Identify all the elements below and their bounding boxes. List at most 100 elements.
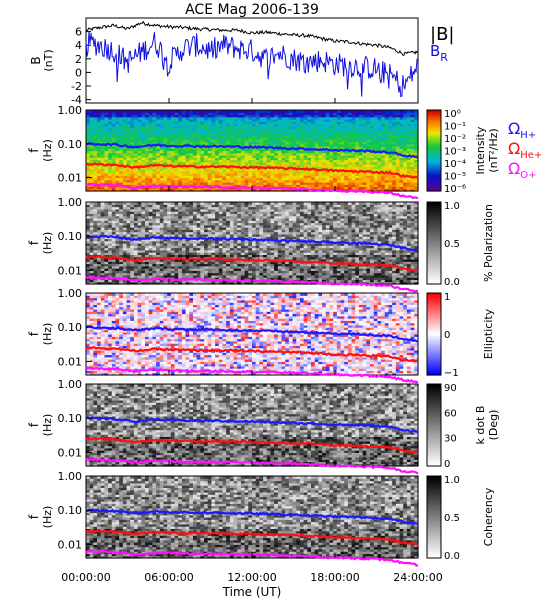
panel-2-ylabel: f	[27, 240, 41, 245]
x-tick-label: 12:00:00	[227, 571, 276, 584]
colorbar-4-tick-label: 0	[444, 459, 450, 470]
panel-3-ytick-label: 0.01	[58, 355, 83, 368]
panel-b-ytick-label: 6	[75, 26, 82, 39]
panel-2-yunit: (Hz)	[41, 232, 54, 255]
x-axis-label: Time (UT)	[222, 585, 282, 599]
colorbar-4-tick-label: 90	[444, 383, 457, 394]
colorbar-frame-2	[426, 201, 442, 285]
legend-b-magnitude: |B|	[430, 24, 454, 45]
colorbar-1-tick-label: 10⁻⁶	[444, 184, 466, 195]
panel-5-yunit: (Hz)	[41, 506, 54, 529]
colorbar-4-label: k dot B	[474, 406, 487, 445]
gyro-line-hplus-panel-5	[85, 508, 419, 526]
spectrogram-panel-2	[86, 202, 441, 285]
panel-2-ytick-label: 0.10	[58, 230, 83, 243]
panel-1-yunit: (Hz)	[41, 139, 54, 162]
colorbar-3-tick-label: −1	[444, 368, 459, 379]
spectrogram-panel-4	[86, 384, 441, 467]
panel-2-ytick-label: 1.00	[58, 196, 83, 209]
legend-b-radial: BR	[430, 42, 448, 64]
panel-3-ylabel: f	[27, 331, 41, 336]
legend-omega-subscript-2: O+	[520, 170, 536, 181]
panel-b-ytick-label: -4	[71, 94, 82, 107]
panel-b-ytick-label: 4	[75, 39, 82, 52]
colorbar-1-tick-label: 10⁰	[444, 109, 461, 120]
panel-4-ytick-label: 0.10	[58, 412, 83, 425]
gyro-line-hplus-panel-4	[85, 416, 419, 433]
panel-b-ytick-label: 0	[75, 66, 82, 79]
gyro-line-heplus-panel-1	[85, 162, 419, 179]
x-tick-label: 06:00:00	[144, 571, 193, 584]
colorbar-2-label: % Polarization	[482, 204, 495, 282]
panel-1-ylabel: f	[27, 148, 41, 153]
panel-5-ylabel: f	[27, 514, 41, 519]
legend-omega-0: ΩH+	[508, 119, 536, 141]
series-b-radial	[85, 30, 419, 98]
figure-title: ACE Mag 2006-139	[185, 2, 319, 18]
legend-b-radial-subscript: R	[440, 51, 448, 64]
spectrogram-panel-1	[86, 110, 441, 192]
colorbar-3-tick-label: 1	[444, 292, 450, 303]
colorbar-1-tick-label: 10⁻¹	[444, 122, 466, 133]
gyro-line-hplus-panel-3	[85, 325, 419, 343]
colorbar-3-label: Ellipticity	[482, 308, 495, 359]
colorbar-1-tick-label: 10⁻⁵	[444, 172, 466, 183]
panel-5-ytick-label: 1.00	[58, 470, 83, 483]
colorbar-4-unit: (Deg)	[487, 410, 500, 441]
colorbar-5-tick-label: 0.5	[444, 513, 460, 524]
colorbar-5-label: Coherency	[482, 487, 495, 546]
panel-4-yunit: (Hz)	[41, 414, 54, 437]
colorbar-4-tick-label: 30	[444, 434, 457, 445]
panel-3-yunit: (Hz)	[41, 323, 54, 346]
gyro-line-hplus-panel-1	[86, 141, 419, 159]
colorbar-5-tick-label: 0.0	[444, 551, 460, 562]
legend-omega-2: ΩO+	[508, 159, 536, 181]
colorbar-frame-4	[426, 383, 442, 467]
panel-4-ytick-label: 0.01	[58, 446, 83, 459]
colorbar-frame-5	[426, 475, 442, 559]
panel-4-ylabel: f	[27, 422, 41, 427]
colorbar-3-tick-label: 0	[444, 330, 450, 341]
spectrogram-panel-3	[86, 293, 441, 376]
panel-b-yunit: (nT)	[42, 49, 55, 71]
panel-1-ytick-label: 0.10	[58, 138, 83, 151]
x-tick-label: 18:00:00	[310, 571, 359, 584]
colorbar-1-label: Intensity	[474, 126, 487, 174]
x-tick-label: 24:00:00	[393, 571, 442, 584]
series-b-magnitude	[85, 20, 419, 56]
panel-3-ytick-label: 1.00	[58, 287, 83, 300]
gyro-line-heplus-panel-4	[85, 436, 419, 454]
legend-omega-subscript-0: H+	[520, 130, 536, 141]
colorbar-1-unit: (nT²/Hz)	[487, 128, 500, 172]
x-tick-label: 00:00:00	[61, 571, 110, 584]
colorbar-2-tick-label: 0.5	[444, 239, 460, 250]
colorbar-2-tick-label: 0.0	[444, 277, 460, 288]
panel-b-ytick-label: 2	[75, 53, 82, 66]
colorbar-1-tick-label: 10⁻⁴	[444, 159, 466, 170]
gyro-line-hplus-panel-2	[85, 234, 419, 252]
colorbar-frame-1	[426, 109, 442, 192]
gyro-line-heplus-panel-5	[85, 529, 419, 547]
panel-3-ytick-label: 0.10	[58, 321, 83, 334]
spectrogram-panel-5	[86, 476, 441, 559]
panel-1-ytick-label: 0.01	[58, 172, 83, 185]
colorbar-5-tick-label: 1.0	[444, 475, 460, 486]
panel-5-ytick-label: 0.10	[58, 504, 83, 517]
legend-omega-1: ΩHe+	[508, 139, 542, 161]
panel-b-frame	[85, 17, 419, 104]
gyro-line-heplus-panel-2	[85, 254, 419, 273]
colorbar-1-tick-label: 10⁻²	[444, 134, 466, 145]
legend-omega-subscript-1: He+	[520, 150, 542, 161]
colorbar-1-tick-label: 10⁻³	[444, 147, 466, 158]
panel-4-ytick-label: 1.00	[58, 378, 83, 391]
colorbar-frame-3	[426, 292, 442, 376]
colorbar-2-tick-label: 1.0	[444, 201, 460, 212]
colorbar-4-tick-label: 60	[444, 408, 457, 419]
panel-1-ytick-label: 1.00	[58, 104, 83, 117]
panel-2-ytick-label: 0.01	[58, 264, 83, 277]
panel-5-ytick-label: 0.01	[58, 538, 83, 551]
panel-b-ytick-label: -2	[71, 80, 82, 93]
panel-b-ylabel: B	[29, 56, 43, 64]
gyro-line-heplus-panel-3	[85, 346, 419, 363]
